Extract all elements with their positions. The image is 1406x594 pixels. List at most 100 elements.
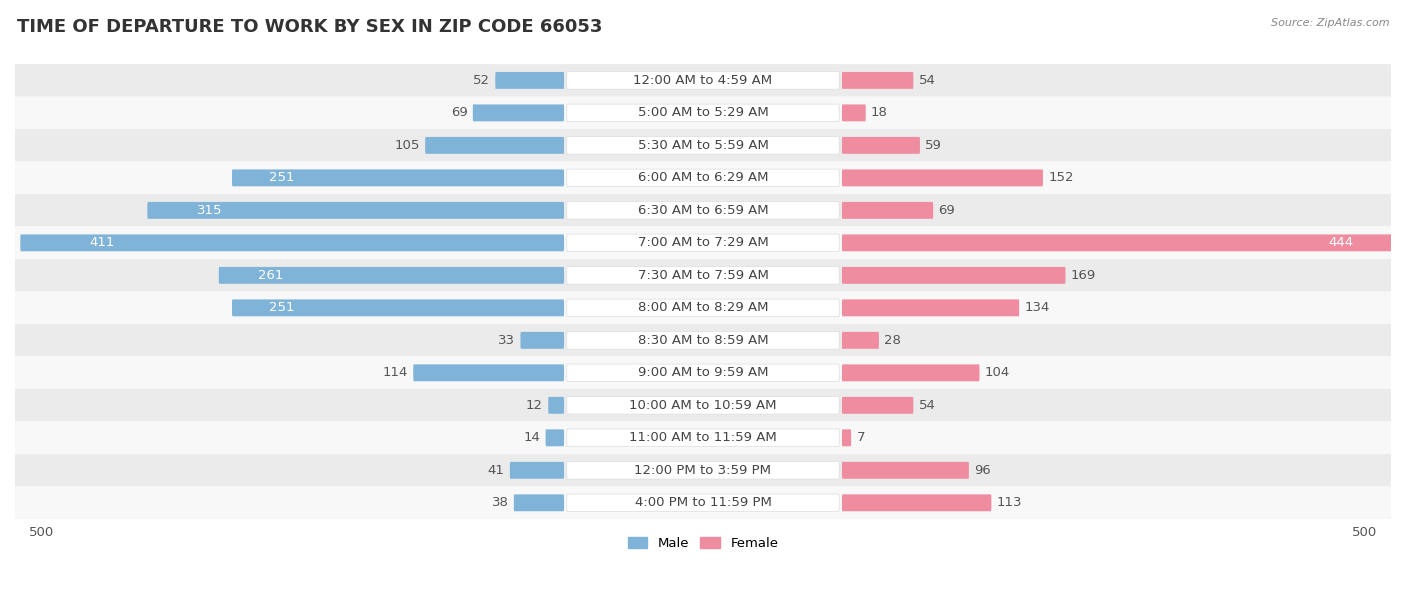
FancyBboxPatch shape xyxy=(0,162,1406,194)
Text: 7:00 AM to 7:29 AM: 7:00 AM to 7:29 AM xyxy=(638,236,768,249)
FancyBboxPatch shape xyxy=(842,169,1043,187)
Text: 134: 134 xyxy=(1025,301,1050,314)
Text: 59: 59 xyxy=(925,139,942,152)
Text: 8:30 AM to 8:59 AM: 8:30 AM to 8:59 AM xyxy=(638,334,768,347)
Text: 69: 69 xyxy=(939,204,955,217)
FancyBboxPatch shape xyxy=(0,422,1406,454)
FancyBboxPatch shape xyxy=(842,397,914,414)
Text: 114: 114 xyxy=(382,366,408,380)
Text: 113: 113 xyxy=(997,497,1022,509)
Text: 11:00 AM to 11:59 AM: 11:00 AM to 11:59 AM xyxy=(628,431,778,444)
FancyBboxPatch shape xyxy=(0,486,1406,519)
FancyBboxPatch shape xyxy=(0,64,1406,97)
Text: 152: 152 xyxy=(1049,172,1074,184)
FancyBboxPatch shape xyxy=(842,494,991,511)
FancyBboxPatch shape xyxy=(0,259,1406,292)
FancyBboxPatch shape xyxy=(842,105,866,121)
Text: 10:00 AM to 10:59 AM: 10:00 AM to 10:59 AM xyxy=(630,399,776,412)
Text: 52: 52 xyxy=(472,74,489,87)
FancyBboxPatch shape xyxy=(567,397,839,414)
FancyBboxPatch shape xyxy=(567,104,839,122)
FancyBboxPatch shape xyxy=(567,137,839,154)
Text: 7:30 AM to 7:59 AM: 7:30 AM to 7:59 AM xyxy=(637,269,769,282)
FancyBboxPatch shape xyxy=(567,429,839,447)
FancyBboxPatch shape xyxy=(425,137,564,154)
Legend: Male, Female: Male, Female xyxy=(623,532,783,555)
Text: TIME OF DEPARTURE TO WORK BY SEX IN ZIP CODE 66053: TIME OF DEPARTURE TO WORK BY SEX IN ZIP … xyxy=(17,18,602,36)
Text: 261: 261 xyxy=(257,269,283,282)
FancyBboxPatch shape xyxy=(472,105,564,121)
FancyBboxPatch shape xyxy=(546,429,564,446)
FancyBboxPatch shape xyxy=(413,364,564,381)
FancyBboxPatch shape xyxy=(0,194,1406,226)
Text: 18: 18 xyxy=(872,106,889,119)
FancyBboxPatch shape xyxy=(842,72,914,89)
Text: 169: 169 xyxy=(1071,269,1097,282)
FancyBboxPatch shape xyxy=(495,72,564,89)
Text: 12:00 PM to 3:59 PM: 12:00 PM to 3:59 PM xyxy=(634,464,772,477)
FancyBboxPatch shape xyxy=(567,494,839,511)
Text: 38: 38 xyxy=(492,497,509,509)
FancyBboxPatch shape xyxy=(0,324,1406,356)
Text: 5:30 AM to 5:59 AM: 5:30 AM to 5:59 AM xyxy=(637,139,769,152)
Text: 12:00 AM to 4:59 AM: 12:00 AM to 4:59 AM xyxy=(634,74,772,87)
FancyBboxPatch shape xyxy=(148,202,564,219)
Text: 54: 54 xyxy=(918,399,935,412)
Text: 411: 411 xyxy=(89,236,114,249)
Text: 251: 251 xyxy=(269,172,294,184)
Text: 41: 41 xyxy=(488,464,505,477)
FancyBboxPatch shape xyxy=(567,299,839,317)
Text: 54: 54 xyxy=(918,74,935,87)
Text: 8:00 AM to 8:29 AM: 8:00 AM to 8:29 AM xyxy=(638,301,768,314)
Text: 6:00 AM to 6:29 AM: 6:00 AM to 6:29 AM xyxy=(638,172,768,184)
FancyBboxPatch shape xyxy=(0,454,1406,486)
Text: 4:00 PM to 11:59 PM: 4:00 PM to 11:59 PM xyxy=(634,497,772,509)
Text: 28: 28 xyxy=(884,334,901,347)
FancyBboxPatch shape xyxy=(567,364,839,381)
FancyBboxPatch shape xyxy=(842,364,980,381)
FancyBboxPatch shape xyxy=(842,202,934,219)
FancyBboxPatch shape xyxy=(219,267,564,284)
FancyBboxPatch shape xyxy=(510,462,564,479)
FancyBboxPatch shape xyxy=(567,462,839,479)
FancyBboxPatch shape xyxy=(567,331,839,349)
Text: 251: 251 xyxy=(269,301,294,314)
FancyBboxPatch shape xyxy=(842,462,969,479)
Text: 105: 105 xyxy=(395,139,420,152)
Text: 6:30 AM to 6:59 AM: 6:30 AM to 6:59 AM xyxy=(638,204,768,217)
FancyBboxPatch shape xyxy=(842,267,1066,284)
FancyBboxPatch shape xyxy=(0,292,1406,324)
FancyBboxPatch shape xyxy=(520,332,564,349)
FancyBboxPatch shape xyxy=(842,332,879,349)
FancyBboxPatch shape xyxy=(513,494,564,511)
FancyBboxPatch shape xyxy=(0,97,1406,129)
FancyBboxPatch shape xyxy=(842,429,851,446)
FancyBboxPatch shape xyxy=(232,299,564,316)
Text: 9:00 AM to 9:59 AM: 9:00 AM to 9:59 AM xyxy=(638,366,768,380)
FancyBboxPatch shape xyxy=(548,397,564,414)
Text: 12: 12 xyxy=(526,399,543,412)
FancyBboxPatch shape xyxy=(567,201,839,219)
Text: 96: 96 xyxy=(974,464,991,477)
Text: 315: 315 xyxy=(197,204,222,217)
Text: Source: ZipAtlas.com: Source: ZipAtlas.com xyxy=(1271,18,1389,28)
FancyBboxPatch shape xyxy=(842,235,1406,251)
FancyBboxPatch shape xyxy=(842,137,920,154)
FancyBboxPatch shape xyxy=(0,226,1406,259)
Text: 104: 104 xyxy=(984,366,1010,380)
FancyBboxPatch shape xyxy=(0,356,1406,389)
FancyBboxPatch shape xyxy=(567,267,839,284)
FancyBboxPatch shape xyxy=(20,235,564,251)
Text: 14: 14 xyxy=(523,431,540,444)
Text: 33: 33 xyxy=(498,334,515,347)
FancyBboxPatch shape xyxy=(567,234,839,252)
FancyBboxPatch shape xyxy=(232,169,564,187)
Text: 7: 7 xyxy=(856,431,865,444)
FancyBboxPatch shape xyxy=(0,389,1406,422)
FancyBboxPatch shape xyxy=(0,129,1406,162)
FancyBboxPatch shape xyxy=(567,72,839,89)
FancyBboxPatch shape xyxy=(567,169,839,187)
Text: 444: 444 xyxy=(1329,236,1354,249)
Text: 69: 69 xyxy=(451,106,467,119)
Text: 5:00 AM to 5:29 AM: 5:00 AM to 5:29 AM xyxy=(638,106,768,119)
